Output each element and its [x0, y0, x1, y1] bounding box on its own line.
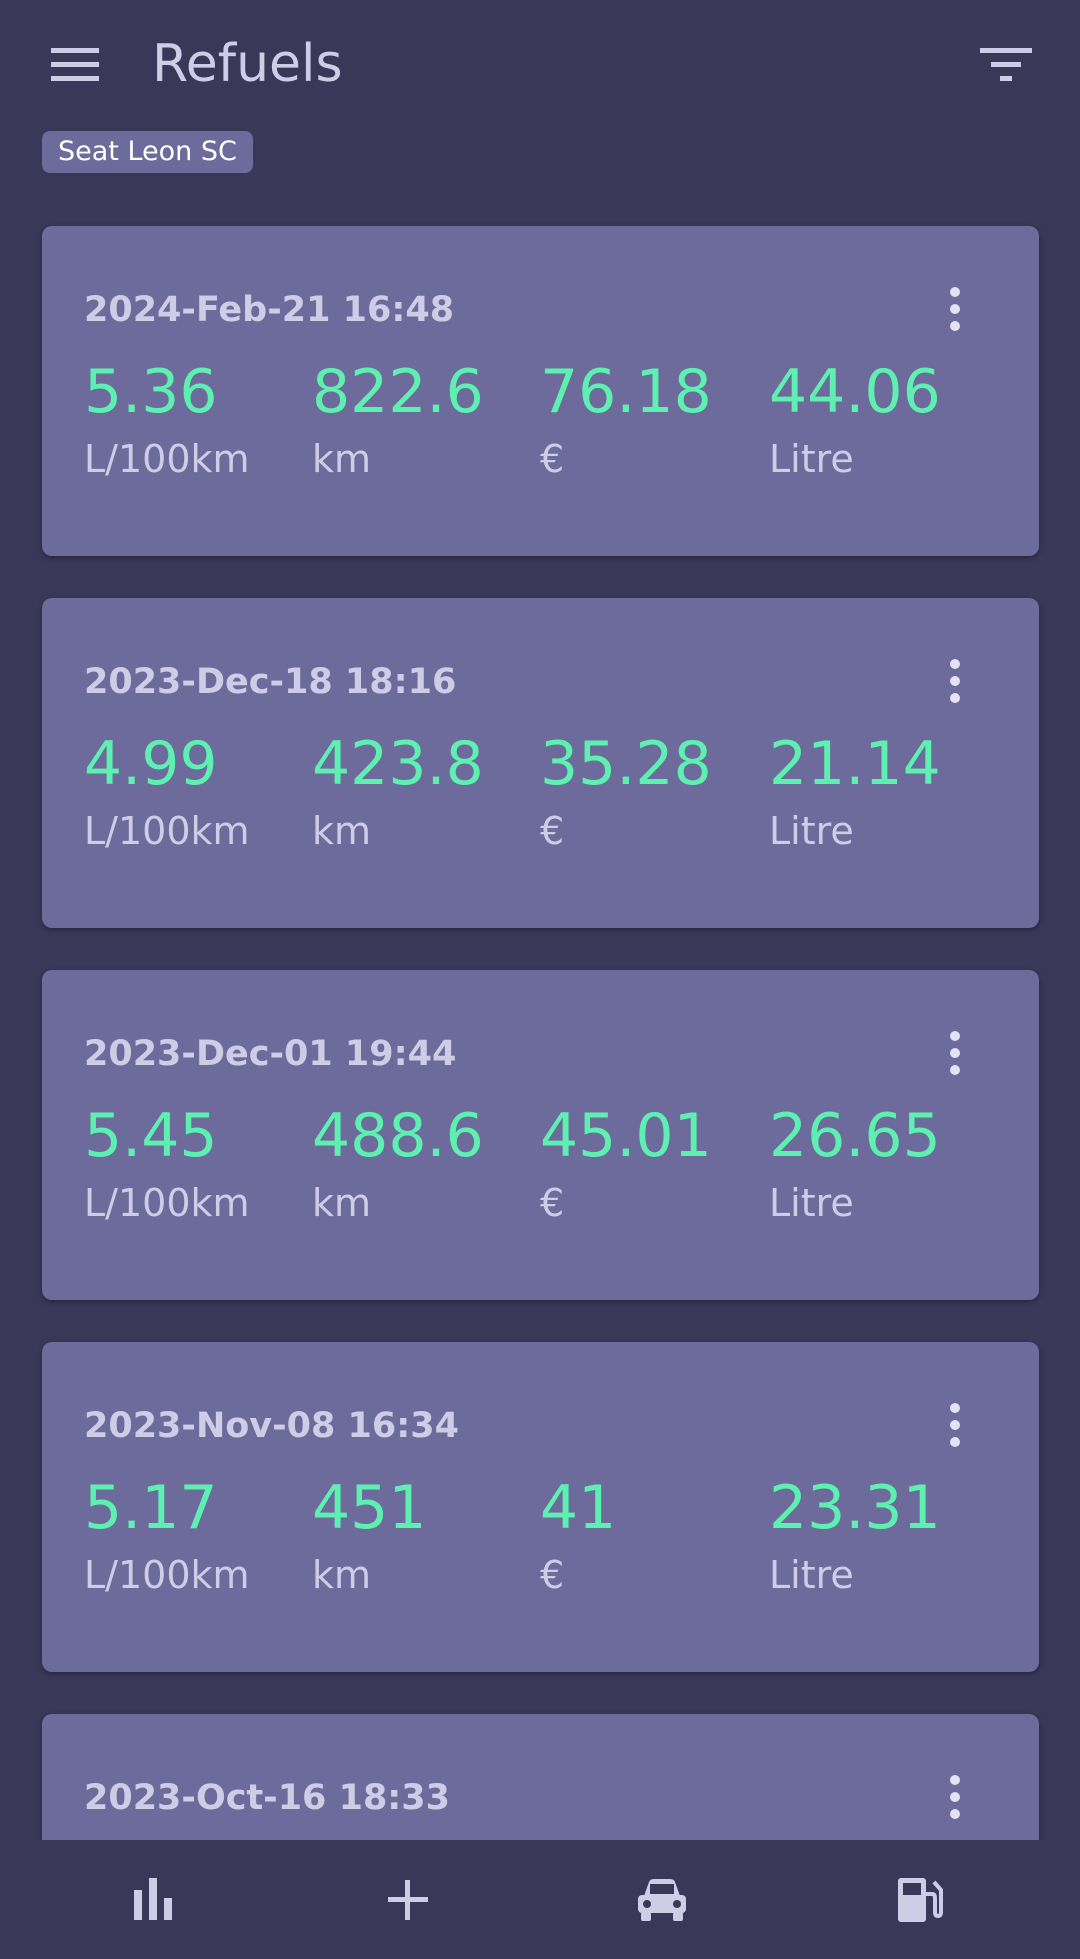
volume-value: 26.65 [769, 1101, 941, 1171]
volume-value: 21.14 [769, 729, 941, 799]
volume-unit: Litre [769, 437, 854, 481]
consumption-unit: L/100km [84, 437, 250, 481]
consumption-metric: 4.99 L/100km [84, 728, 304, 854]
bottom-navigation [0, 1840, 1080, 1959]
distance-metric: 451 km [312, 1472, 532, 1598]
distance-unit: km [312, 809, 372, 853]
page-title: Refuels [152, 34, 343, 94]
consumption-metric: 5.17 L/100km [84, 1472, 304, 1598]
more-vert-icon[interactable] [940, 1772, 970, 1822]
cost-metric: 41 € [540, 1472, 760, 1598]
more-vert-icon[interactable] [940, 1028, 970, 1078]
volume-unit: Litre [769, 1553, 854, 1597]
cost-metric: 76.18 € [540, 356, 760, 482]
refuel-list[interactable]: 2024-Feb-21 16:48 5.36 L/100km 822.6 km … [0, 0, 1080, 1840]
more-vert-icon[interactable] [940, 1400, 970, 1450]
vehicle-filter-chip[interactable]: Seat Leon SC [42, 131, 253, 173]
volume-value: 23.31 [769, 1473, 941, 1543]
volume-value: 44.06 [769, 357, 941, 427]
distance-unit: km [312, 437, 372, 481]
distance-unit: km [312, 1181, 372, 1225]
hamburger-menu-icon[interactable] [46, 40, 104, 90]
refuel-card[interactable]: 2023-Dec-01 19:44 5.45 L/100km 488.6 km … [42, 970, 1039, 1300]
consumption-value: 5.17 [84, 1473, 218, 1543]
consumption-metric: 5.45 L/100km [84, 1100, 304, 1226]
volume-metric: 23.31 Litre [769, 1472, 989, 1598]
distance-value: 451 [312, 1473, 427, 1543]
refuel-date: 2023-Dec-01 19:44 [84, 1034, 457, 1074]
volume-unit: Litre [769, 809, 854, 853]
bar-chart-icon[interactable] [122, 1868, 186, 1932]
cost-unit: € [540, 1553, 565, 1597]
consumption-unit: L/100km [84, 1553, 250, 1597]
filter-list-icon[interactable] [978, 40, 1034, 90]
car-icon[interactable] [630, 1868, 694, 1932]
refuel-card[interactable]: 2024-Feb-21 16:48 5.36 L/100km 822.6 km … [42, 226, 1039, 556]
cost-value: 45.01 [540, 1101, 712, 1171]
consumption-unit: L/100km [84, 1181, 250, 1225]
cost-metric: 45.01 € [540, 1100, 760, 1226]
refuel-card[interactable]: 2023-Oct-16 18:33 [42, 1714, 1039, 1840]
distance-metric: 822.6 km [312, 356, 532, 482]
cost-value: 76.18 [540, 357, 712, 427]
refuel-card[interactable]: 2023-Nov-08 16:34 5.17 L/100km 451 km 41… [42, 1342, 1039, 1672]
distance-metric: 423.8 km [312, 728, 532, 854]
cost-metric: 35.28 € [540, 728, 760, 854]
app-bar: Refuels [0, 0, 1080, 128]
volume-metric: 21.14 Litre [769, 728, 989, 854]
add-icon[interactable] [376, 1868, 440, 1932]
cost-value: 35.28 [540, 729, 712, 799]
refuel-date: 2023-Oct-16 18:33 [84, 1778, 450, 1818]
consumption-metric: 5.36 L/100km [84, 356, 304, 482]
consumption-value: 4.99 [84, 729, 218, 799]
cost-value: 41 [540, 1473, 617, 1543]
distance-metric: 488.6 km [312, 1100, 532, 1226]
volume-unit: Litre [769, 1181, 854, 1225]
consumption-value: 5.45 [84, 1101, 218, 1171]
distance-unit: km [312, 1553, 372, 1597]
cost-unit: € [540, 809, 565, 853]
refuel-card[interactable]: 2023-Dec-18 18:16 4.99 L/100km 423.8 km … [42, 598, 1039, 928]
volume-metric: 26.65 Litre [769, 1100, 989, 1226]
distance-value: 822.6 [312, 357, 484, 427]
refuel-date: 2024-Feb-21 16:48 [84, 290, 455, 330]
distance-value: 488.6 [312, 1101, 484, 1171]
refuel-date: 2023-Nov-08 16:34 [84, 1406, 459, 1446]
distance-value: 423.8 [312, 729, 484, 799]
more-vert-icon[interactable] [940, 656, 970, 706]
refuel-date: 2023-Dec-18 18:16 [84, 662, 457, 702]
fuel-pump-icon[interactable] [886, 1868, 950, 1932]
cost-unit: € [540, 1181, 565, 1225]
volume-metric: 44.06 Litre [769, 356, 989, 482]
consumption-value: 5.36 [84, 357, 218, 427]
more-vert-icon[interactable] [940, 284, 970, 334]
cost-unit: € [540, 437, 565, 481]
consumption-unit: L/100km [84, 809, 250, 853]
